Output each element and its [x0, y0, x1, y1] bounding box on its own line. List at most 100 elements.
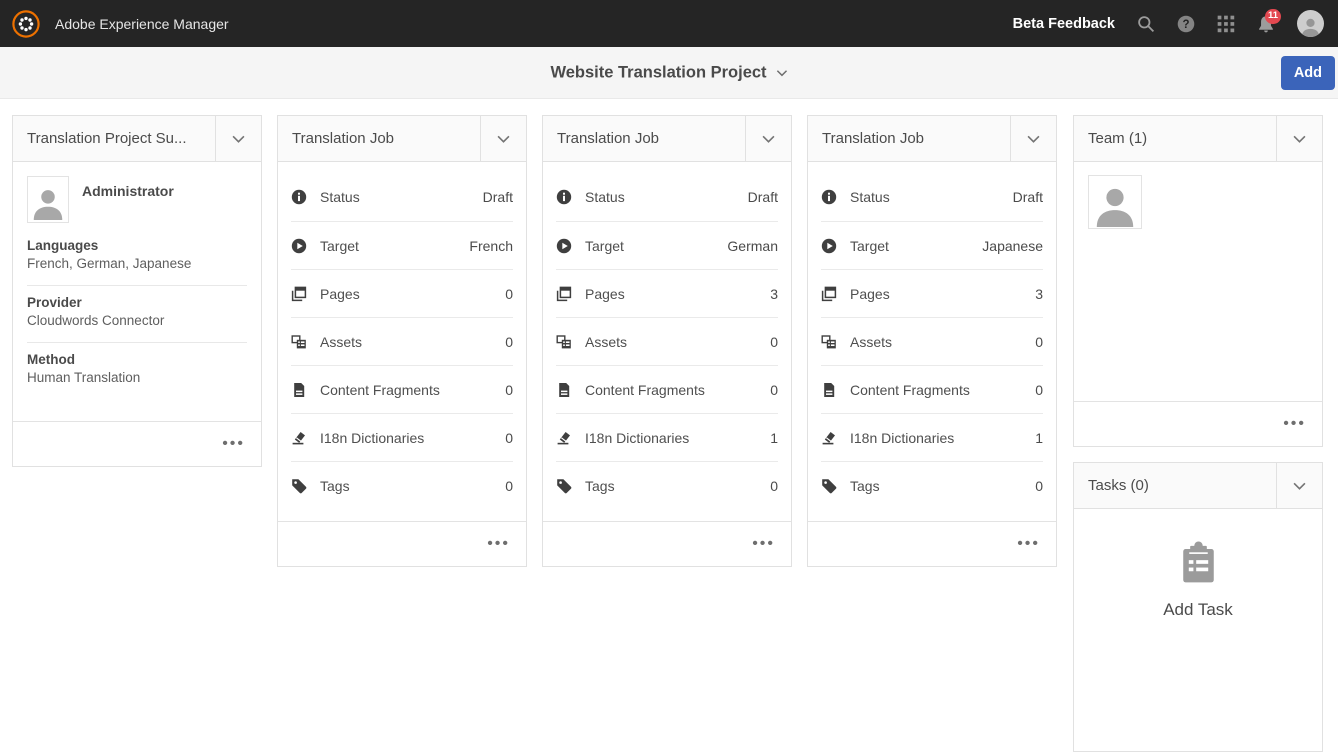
field-label: Languages: [27, 238, 99, 253]
translation-project-summary-card: Translation Project Su... Administrator …: [12, 115, 262, 467]
property-row-content-fragments: Content Fragments 0: [291, 365, 513, 413]
pages-icon: [291, 286, 307, 301]
add-task-button[interactable]: Add Task: [1074, 509, 1322, 620]
status-icon: [821, 189, 837, 205]
team-card: Team (1) •••: [1073, 115, 1323, 447]
property-value: 0: [770, 381, 778, 398]
card-header: Translation Project Su...: [13, 116, 261, 162]
property-row-tags: Tags 0: [821, 461, 1043, 509]
property-label: Status: [585, 189, 625, 205]
property-label: Content Fragments: [320, 381, 440, 398]
property-row-status: Status Draft: [291, 173, 513, 221]
property-row-assets: Assets 0: [556, 317, 778, 365]
tasks-card: Tasks (0) Add Task: [1073, 462, 1323, 752]
property-row-i18n-dictionaries: I18n Dictionaries 1: [821, 413, 1043, 461]
property-value: 0: [770, 477, 778, 494]
card-collapse-button[interactable]: [480, 116, 526, 161]
more-actions-button[interactable]: •••: [752, 535, 775, 552]
property-value: 0: [1035, 477, 1043, 494]
field-value: Cloudwords Connector: [27, 313, 165, 328]
job-properties: Status Draft Target French Pages 0 Asset…: [278, 162, 526, 520]
property-row-i18n-dictionaries: I18n Dictionaries 0: [291, 413, 513, 461]
property-row-target: Target French: [291, 221, 513, 269]
chevron-down-icon: [1293, 135, 1306, 143]
property-row-tags: Tags 0: [291, 461, 513, 509]
card-collapse-button[interactable]: [215, 116, 261, 161]
property-label: Target: [585, 237, 624, 254]
card-title: Team (1): [1088, 130, 1148, 147]
team-member-avatar[interactable]: [1088, 175, 1142, 229]
more-actions-button[interactable]: •••: [222, 435, 245, 452]
target-icon: [291, 238, 307, 253]
card-title: Translation Job: [557, 130, 659, 147]
tags-icon: [292, 478, 307, 493]
card-collapse-button[interactable]: [1276, 463, 1322, 508]
property-value: 0: [505, 333, 513, 350]
card-header: Team (1): [1074, 116, 1322, 162]
property-value: French: [469, 237, 513, 254]
property-label: I18n Dictionaries: [585, 429, 690, 446]
property-row-content-fragments: Content Fragments 0: [821, 365, 1043, 413]
notifications-button[interactable]: 11: [1257, 8, 1282, 33]
tags-icon: [822, 478, 837, 493]
add-button[interactable]: Add: [1280, 56, 1335, 90]
status-icon: [556, 189, 572, 205]
card-title: Tasks (0): [1088, 477, 1149, 494]
search-icon[interactable]: [1137, 15, 1155, 33]
card-collapse-button[interactable]: [1010, 116, 1056, 161]
property-value: 3: [1035, 285, 1043, 302]
project-switcher[interactable]: Website Translation Project: [550, 63, 788, 82]
property-value: German: [727, 237, 778, 254]
field-label: Provider: [27, 295, 82, 310]
property-label: Pages: [585, 285, 625, 302]
more-actions-button[interactable]: •••: [1017, 535, 1040, 552]
property-value: 0: [505, 429, 513, 446]
apps-grid-icon[interactable]: [1217, 15, 1235, 33]
property-value: 0: [770, 333, 778, 350]
property-value: 1: [1035, 429, 1043, 446]
content-fragments-icon: [824, 382, 835, 397]
help-icon[interactable]: ?: [1177, 15, 1195, 33]
assets-icon: [556, 334, 571, 348]
summary-field: Provider Cloudwords Connector: [27, 286, 247, 343]
pages-icon: [821, 286, 837, 301]
target-icon: [556, 238, 572, 253]
property-value: 3: [770, 285, 778, 302]
team-members: [1074, 162, 1322, 242]
property-label: Assets: [850, 333, 893, 350]
field-value: French, German, Japanese: [27, 256, 192, 271]
user-avatar[interactable]: [1297, 10, 1324, 37]
property-value: 0: [505, 381, 513, 398]
clipboard-task-icon: [1182, 541, 1214, 583]
property-value: Draft: [747, 189, 778, 205]
property-row-pages: Pages 3: [556, 269, 778, 317]
card-footer: •••: [278, 521, 526, 566]
card-footer: •••: [1074, 401, 1322, 446]
property-row-target: Target Japanese: [821, 221, 1043, 269]
status-icon: [291, 189, 307, 205]
page-title: Website Translation Project: [550, 63, 767, 81]
property-row-pages: Pages 3: [821, 269, 1043, 317]
property-value: 0: [1035, 333, 1043, 350]
i18n-dictionaries-icon: [822, 431, 835, 444]
field-label: Method: [27, 352, 75, 367]
more-actions-button[interactable]: •••: [1283, 415, 1306, 432]
property-row-tags: Tags 0: [556, 461, 778, 509]
job-properties: Status Draft Target Japanese Pages 3 Ass…: [808, 162, 1056, 520]
card-title: Translation Project Su...: [27, 130, 187, 147]
beta-feedback-link[interactable]: Beta Feedback: [1012, 15, 1115, 32]
translation-job-card: Translation Job Status Draft Target Germ…: [542, 115, 792, 567]
chevron-down-icon: [497, 135, 510, 143]
card-collapse-button[interactable]: [745, 116, 791, 161]
job-properties: Status Draft Target German Pages 3 Asset…: [543, 162, 791, 520]
chevron-down-icon: [1293, 482, 1306, 490]
property-value: 1: [770, 429, 778, 446]
svg-text:?: ?: [1182, 19, 1189, 31]
property-label: Status: [320, 189, 360, 205]
card-collapse-button[interactable]: [1276, 116, 1322, 161]
property-label: Pages: [850, 285, 890, 302]
property-row-i18n-dictionaries: I18n Dictionaries 1: [556, 413, 778, 461]
property-row-target: Target German: [556, 221, 778, 269]
more-actions-button[interactable]: •••: [487, 535, 510, 552]
card-title: Translation Job: [292, 130, 394, 147]
